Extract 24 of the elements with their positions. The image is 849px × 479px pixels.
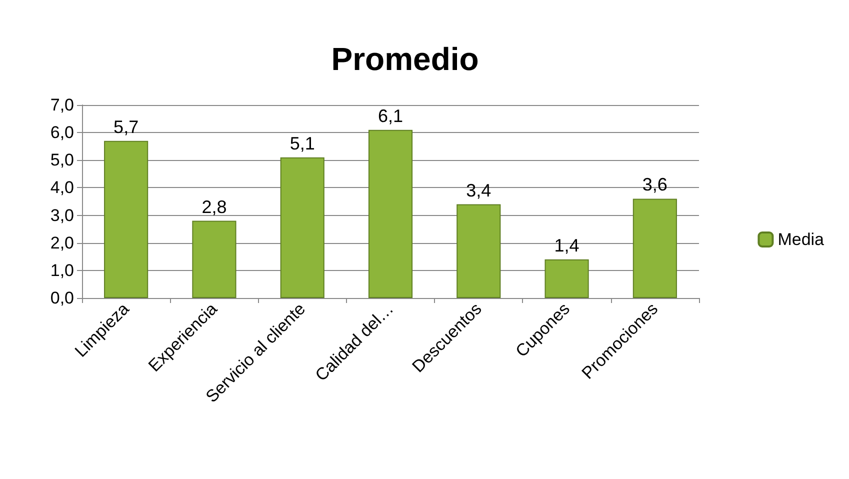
y-tick-label: 2,0 [50,233,74,252]
data-label: 3,4 [466,180,492,200]
y-tick-label: 5,0 [50,150,74,170]
bar [456,204,501,298]
legend-label: Media [778,230,825,249]
bar [632,198,677,298]
y-tick-label: 3,0 [50,206,74,225]
bar [368,130,413,298]
data-label: 1,4 [554,235,580,256]
chart-title: Promedio [331,41,479,77]
bar [544,259,589,298]
data-label: 6,1 [378,106,404,126]
data-label: 5,1 [290,133,315,154]
bar [104,140,148,298]
y-tick-label: 4,0 [50,178,74,198]
data-label: 3,6 [642,174,668,195]
y-tick-label: 1,0 [50,260,74,280]
y-tick-label: 0,0 [50,288,74,308]
bar [192,220,236,298]
y-tick-label: 6,0 [50,123,74,142]
bar [280,157,324,298]
y-tick-label: 7,0 [50,96,74,114]
data-label: 2,8 [202,196,227,217]
data-label: 5,7 [114,116,139,137]
